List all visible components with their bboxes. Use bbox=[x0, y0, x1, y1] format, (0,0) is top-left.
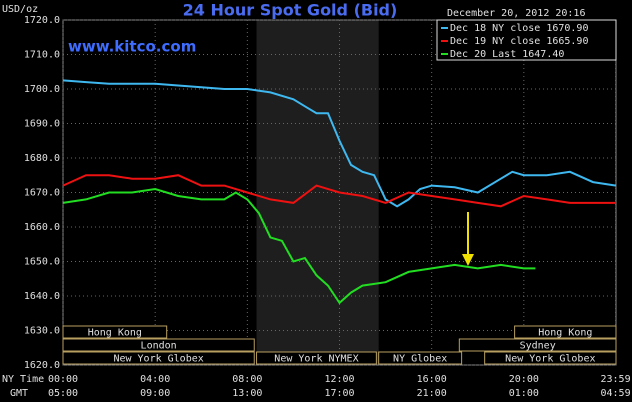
chart-title: 24 Hour Spot Gold (Bid) bbox=[183, 1, 398, 20]
x-tick-label: 08:00 bbox=[232, 374, 262, 385]
session-box bbox=[458, 338, 617, 352]
session-label: New York NYMEX bbox=[274, 354, 358, 365]
y-tick-label: 1670.0 bbox=[24, 188, 60, 199]
session-box bbox=[62, 325, 168, 339]
session-label: New York Globex bbox=[505, 354, 595, 365]
session-label: New York Globex bbox=[113, 354, 203, 365]
session-label: London bbox=[141, 341, 177, 352]
legend-label: Dec 19 NY close 1665.90 bbox=[450, 36, 588, 47]
source: www.kitco.com bbox=[68, 38, 196, 56]
y-tick-label: 1680.0 bbox=[24, 153, 60, 164]
session-label: NY Globex bbox=[393, 354, 447, 365]
session-box bbox=[484, 351, 617, 365]
gmt-tick-label: 17:00 bbox=[324, 388, 354, 399]
x2-axis-label: GMT bbox=[10, 388, 28, 399]
gmt-tick-label: 21:00 bbox=[417, 388, 447, 399]
series-line bbox=[62, 187, 536, 305]
highlight-band bbox=[256, 20, 379, 365]
y-tick-label: 1660.0 bbox=[24, 222, 60, 233]
x-tick-label: 16:00 bbox=[417, 374, 447, 385]
x-tick-label: 04:00 bbox=[140, 374, 170, 385]
y-tick-label: 1710.0 bbox=[24, 50, 60, 61]
y-tick-label: 1650.0 bbox=[24, 257, 60, 268]
session-label: Hong Kong bbox=[538, 328, 592, 339]
gmt-tick-label: 09:00 bbox=[140, 388, 170, 399]
y-tick-label: 1700.0 bbox=[24, 84, 60, 95]
gmt-tick-label: 04:59 bbox=[600, 388, 630, 399]
x-axis-label: NY Time bbox=[2, 374, 44, 385]
arrow-head bbox=[462, 254, 474, 266]
legend-box bbox=[436, 19, 617, 61]
y-tick-label: 1620.0 bbox=[24, 360, 60, 371]
session-box bbox=[62, 351, 255, 365]
x-tick-label: 00:00 bbox=[48, 374, 78, 385]
session-box bbox=[378, 351, 463, 365]
legend-label: Dec 20 Last 1647.40 bbox=[450, 49, 564, 60]
gmt-tick-label: 13:00 bbox=[232, 388, 262, 399]
session-label: Hong Kong bbox=[88, 328, 142, 339]
session-box bbox=[514, 325, 617, 339]
x-tick-label: 12:00 bbox=[324, 374, 354, 385]
session-label: Sydney bbox=[520, 341, 556, 352]
x-tick-label: 23:59 bbox=[600, 374, 630, 385]
series-line bbox=[62, 79, 617, 208]
legend-label: Dec 18 NY close 1670.90 bbox=[450, 23, 588, 34]
y-tick-label: 1640.0 bbox=[24, 291, 60, 302]
y-axis-label: USD/oz bbox=[2, 4, 38, 15]
session-box bbox=[256, 351, 377, 365]
x-tick-label: 20:00 bbox=[509, 374, 539, 385]
y-tick-label: 1630.0 bbox=[24, 326, 60, 337]
series-line bbox=[62, 174, 616, 208]
session-box bbox=[62, 338, 255, 352]
y-tick-label: 1690.0 bbox=[24, 119, 60, 130]
gmt-tick-label: 01:00 bbox=[509, 388, 539, 399]
gmt-tick-label: 05:00 bbox=[48, 388, 78, 399]
timestamp: December 20, 2012 20:16 bbox=[447, 8, 585, 19]
y-tick-label: 1720.0 bbox=[24, 15, 60, 26]
